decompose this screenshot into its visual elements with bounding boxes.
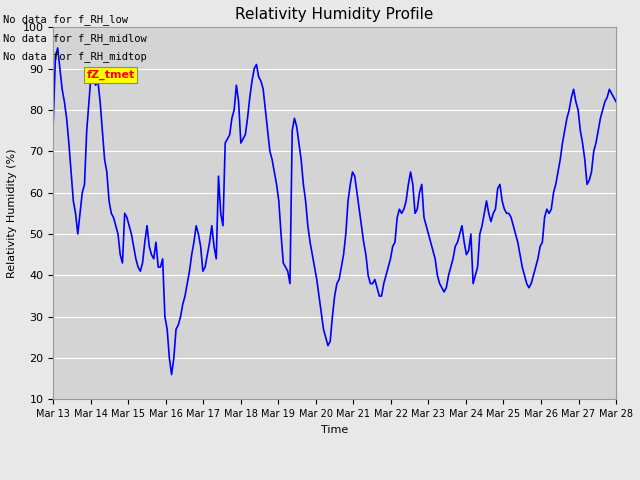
X-axis label: Time: Time (321, 425, 348, 435)
Text: No data for f_RH_midtop: No data for f_RH_midtop (3, 51, 147, 62)
Text: fZ_tmet: fZ_tmet (86, 70, 134, 80)
Y-axis label: Relativity Humidity (%): Relativity Humidity (%) (7, 149, 17, 278)
Text: No data for f_RH_midlow: No data for f_RH_midlow (3, 33, 147, 44)
Text: No data for f_RH_low: No data for f_RH_low (3, 14, 128, 25)
Legend: 22m: 22m (295, 474, 374, 480)
Title: Relativity Humidity Profile: Relativity Humidity Profile (236, 7, 434, 22)
